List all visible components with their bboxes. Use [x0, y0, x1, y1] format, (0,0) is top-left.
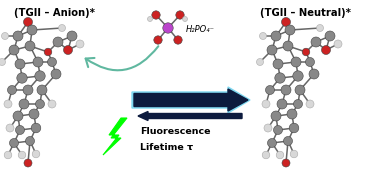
Circle shape: [8, 85, 17, 94]
Circle shape: [262, 151, 270, 159]
Circle shape: [334, 40, 342, 48]
Circle shape: [305, 58, 314, 66]
Circle shape: [274, 125, 282, 134]
Circle shape: [67, 31, 77, 41]
Circle shape: [25, 136, 34, 146]
Text: Fluorescence: Fluorescence: [140, 127, 211, 136]
Circle shape: [309, 69, 319, 79]
Text: H₂PO₄⁻: H₂PO₄⁻: [186, 26, 215, 35]
Circle shape: [277, 99, 287, 109]
Circle shape: [257, 58, 263, 66]
Circle shape: [152, 11, 160, 19]
Circle shape: [15, 59, 25, 69]
Circle shape: [33, 57, 43, 67]
Circle shape: [271, 31, 281, 41]
Circle shape: [325, 31, 335, 41]
Circle shape: [273, 59, 283, 69]
Circle shape: [44, 48, 52, 56]
Circle shape: [316, 24, 324, 31]
Circle shape: [51, 69, 61, 79]
Circle shape: [23, 18, 33, 26]
Circle shape: [275, 73, 285, 83]
Circle shape: [322, 45, 330, 54]
Circle shape: [284, 136, 293, 146]
Circle shape: [35, 71, 45, 81]
Circle shape: [15, 125, 25, 134]
Circle shape: [285, 25, 295, 35]
Text: (TGII – Anion)*: (TGII – Anion)*: [14, 8, 96, 18]
Circle shape: [276, 151, 284, 159]
Circle shape: [13, 31, 23, 41]
Circle shape: [183, 16, 187, 22]
Circle shape: [36, 100, 45, 108]
Polygon shape: [103, 118, 127, 155]
Circle shape: [306, 100, 314, 108]
Circle shape: [291, 57, 301, 67]
Circle shape: [19, 99, 29, 109]
Circle shape: [163, 23, 173, 33]
Text: (TGII – Neutral)*: (TGII – Neutral)*: [260, 8, 350, 18]
Circle shape: [289, 123, 299, 133]
Circle shape: [53, 37, 63, 47]
Circle shape: [281, 85, 291, 95]
Circle shape: [264, 124, 272, 132]
Circle shape: [283, 41, 293, 51]
Circle shape: [311, 37, 321, 47]
Circle shape: [265, 85, 274, 94]
Circle shape: [2, 33, 8, 39]
Circle shape: [31, 123, 41, 133]
Circle shape: [76, 40, 84, 48]
Circle shape: [293, 71, 303, 81]
Circle shape: [0, 58, 6, 66]
FancyArrow shape: [134, 89, 248, 111]
Circle shape: [287, 109, 297, 119]
FancyArrowPatch shape: [86, 46, 158, 70]
FancyArrow shape: [132, 87, 250, 113]
Circle shape: [37, 85, 47, 95]
Circle shape: [32, 150, 40, 158]
Text: Lifetime τ: Lifetime τ: [140, 144, 193, 153]
Circle shape: [154, 36, 162, 44]
Circle shape: [9, 138, 19, 148]
Circle shape: [4, 151, 12, 159]
Circle shape: [302, 48, 310, 56]
Circle shape: [176, 11, 184, 19]
Circle shape: [29, 109, 39, 119]
Circle shape: [174, 36, 182, 44]
Circle shape: [18, 151, 26, 159]
Circle shape: [260, 33, 266, 39]
Circle shape: [17, 73, 27, 83]
Circle shape: [59, 24, 65, 31]
Circle shape: [6, 124, 14, 132]
Circle shape: [4, 100, 12, 108]
Circle shape: [295, 85, 305, 95]
Circle shape: [267, 45, 277, 55]
Circle shape: [268, 138, 276, 148]
Circle shape: [147, 16, 152, 22]
Circle shape: [23, 85, 33, 95]
Circle shape: [25, 41, 35, 51]
Circle shape: [64, 45, 73, 54]
FancyArrow shape: [138, 111, 242, 121]
Circle shape: [48, 100, 56, 108]
Circle shape: [24, 159, 32, 167]
Circle shape: [282, 18, 291, 26]
Circle shape: [13, 111, 23, 121]
Circle shape: [293, 100, 302, 108]
Circle shape: [282, 159, 290, 167]
Circle shape: [290, 150, 298, 158]
Circle shape: [27, 25, 37, 35]
Circle shape: [9, 45, 19, 55]
Circle shape: [271, 111, 281, 121]
Circle shape: [262, 100, 270, 108]
Circle shape: [48, 58, 56, 66]
